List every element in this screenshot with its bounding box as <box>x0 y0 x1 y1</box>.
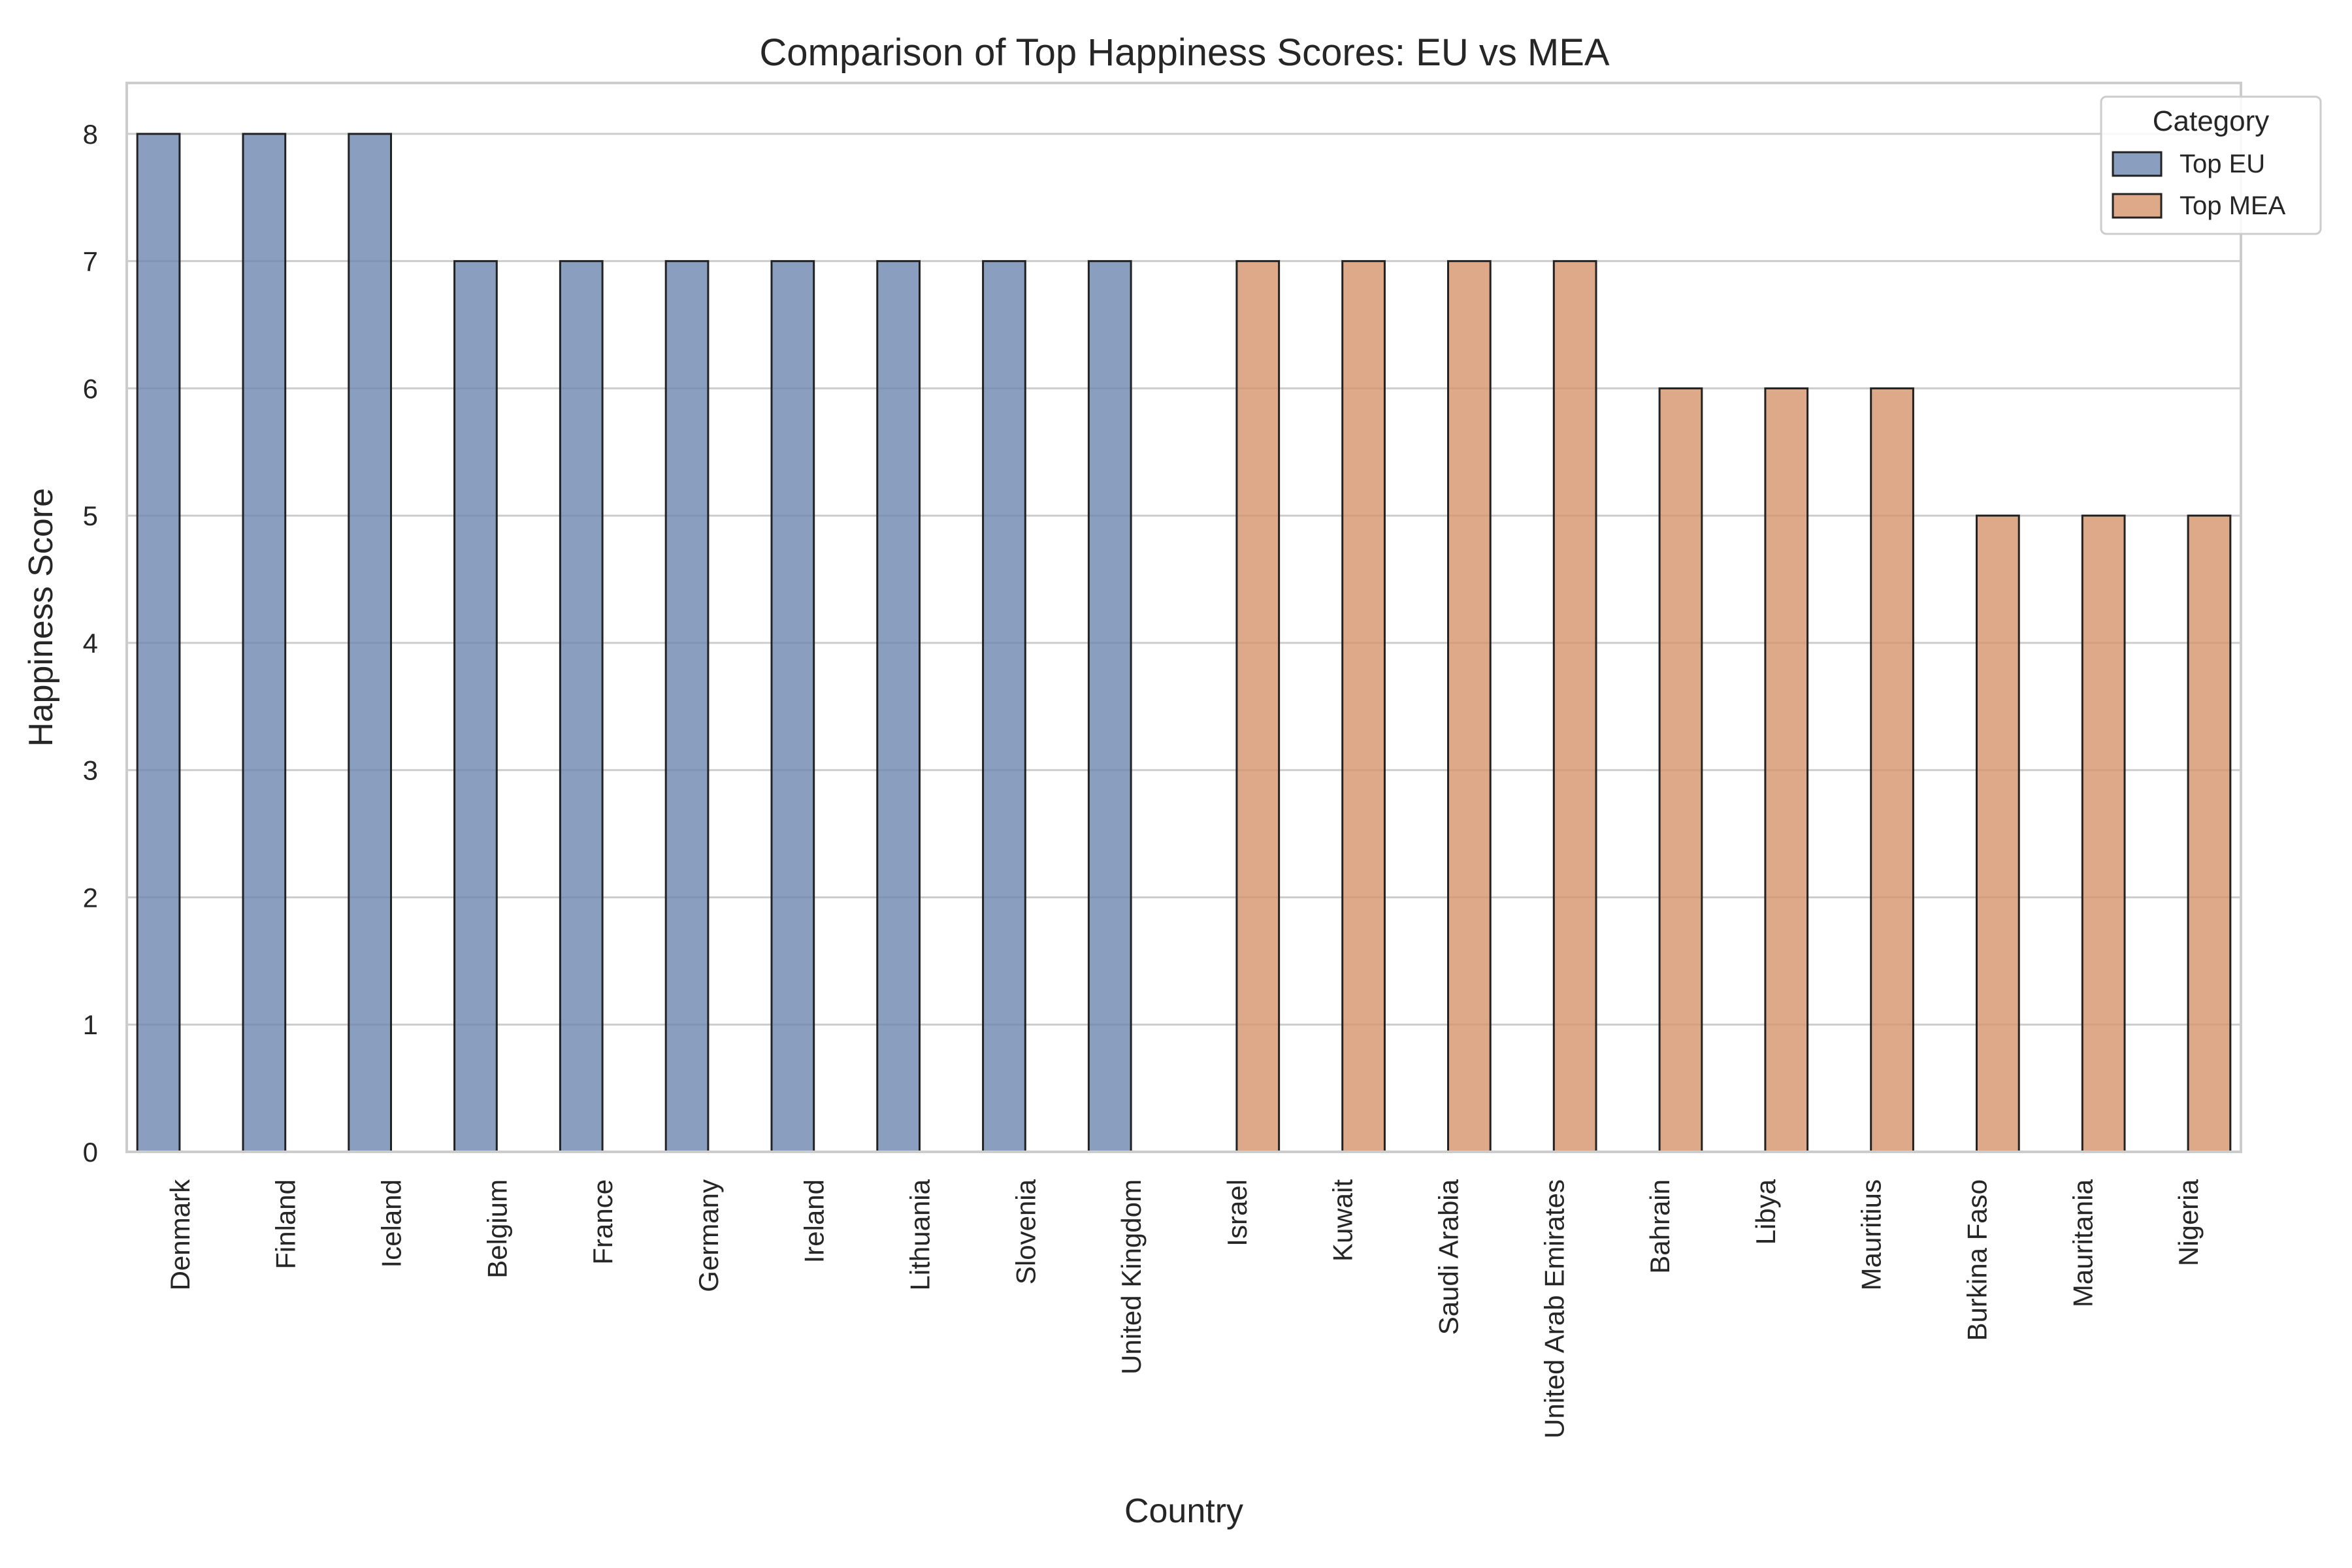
bar-top-mea-mauritius <box>1870 387 1914 1153</box>
x-tick-label-bahrain: Bahrain <box>1644 1179 1675 1274</box>
x-tick-label-finland: Finland <box>270 1179 301 1269</box>
bar-top-mea-saudi-arabia <box>1447 260 1492 1153</box>
legend-label-top-eu: Top EU <box>2180 150 2265 178</box>
bar-top-eu-denmark <box>136 133 181 1153</box>
x-tick-label-iceland: Iceland <box>376 1179 407 1267</box>
bar-top-mea-bahrain <box>1658 387 1703 1153</box>
bar-top-mea-kuwait <box>1341 260 1386 1153</box>
x-tick-label-lithuania: Lithuania <box>905 1179 936 1290</box>
y-tick-label: 4 <box>83 628 98 659</box>
bar-top-eu-finland <box>242 133 287 1153</box>
y-tick-label: 3 <box>83 755 98 786</box>
legend-label-top-mea: Top MEA <box>2180 191 2286 220</box>
bar-top-eu-germany <box>664 260 710 1153</box>
bar-top-eu-united-kingdom <box>1087 260 1132 1153</box>
legend: Category Top EU Top MEA <box>2100 95 2322 235</box>
chart-title: Comparison of Top Happiness Scores: EU v… <box>759 31 1610 74</box>
bars <box>136 133 2232 1153</box>
x-tick-label-libya: Libya <box>1750 1179 1781 1245</box>
x-tick-label-slovenia: Slovenia <box>1010 1179 1041 1284</box>
x-tick-label-burkina-faso: Burkina Faso <box>1962 1179 1993 1341</box>
x-axis-label: Country <box>1124 1492 1243 1530</box>
y-tick-label: 7 <box>83 246 98 277</box>
x-tick-label-ireland: Ireland <box>799 1179 830 1263</box>
bar-top-mea-burkina-faso <box>1976 514 2020 1153</box>
legend-title: Category <box>2153 105 2270 137</box>
bar-top-mea-israel <box>1235 260 1281 1153</box>
y-tick-label: 6 <box>83 373 98 404</box>
x-ticks: Denmark Finland Iceland Belgium France German… <box>165 1179 2204 1439</box>
y-ticks: 0 1 2 3 4 5 6 7 8 <box>83 119 98 1168</box>
y-tick-label: 5 <box>83 500 98 531</box>
legend-swatch-top-mea <box>2112 193 2163 219</box>
bar-top-eu-belgium <box>453 260 498 1153</box>
y-tick-label: 8 <box>83 119 98 150</box>
bar-top-eu-france <box>559 260 604 1153</box>
x-tick-label-germany: Germany <box>693 1179 724 1292</box>
x-tick-label-mauritania: Mauritania <box>2067 1179 2098 1307</box>
bar-top-eu-lithuania <box>876 260 921 1153</box>
x-tick-label-israel: Israel <box>1222 1179 1252 1247</box>
y-tick-label: 2 <box>83 882 98 913</box>
x-tick-label-saudi-arabia: Saudi Arabia <box>1433 1179 1464 1335</box>
x-tick-label-mauritius: Mauritius <box>1856 1179 1887 1290</box>
x-tick-label-france: France <box>587 1179 618 1265</box>
x-tick-label-united-arab-emirates: United Arab Emirates <box>1539 1179 1569 1439</box>
bar-top-mea-libya <box>1764 387 1809 1153</box>
legend-items: Top EU Top MEA <box>2112 150 2286 220</box>
x-tick-label-kuwait: Kuwait <box>1328 1179 1358 1262</box>
plot-frame <box>125 82 2242 1153</box>
bar-top-mea-united-arab-emirates <box>1552 260 1597 1153</box>
bar-top-eu-ireland <box>770 260 815 1153</box>
bar-top-mea-nigeria <box>2187 514 2232 1153</box>
bar-top-eu-slovenia <box>982 260 1026 1153</box>
bar-top-mea-mauritania <box>2081 514 2126 1153</box>
x-tick-label-belgium: Belgium <box>482 1179 512 1279</box>
y-tick-label: 0 <box>83 1137 98 1168</box>
y-axis-label: Happiness Score <box>22 488 60 747</box>
grid-lines <box>127 133 2241 1153</box>
x-tick-label-nigeria: Nigeria <box>2173 1179 2204 1266</box>
x-tick-label-denmark: Denmark <box>165 1179 195 1290</box>
y-tick-label: 1 <box>83 1009 98 1040</box>
legend-swatch-top-eu <box>2112 151 2163 177</box>
x-tick-label-united-kingdom: United Kingdom <box>1116 1179 1147 1375</box>
bar-top-eu-iceland <box>348 133 393 1153</box>
